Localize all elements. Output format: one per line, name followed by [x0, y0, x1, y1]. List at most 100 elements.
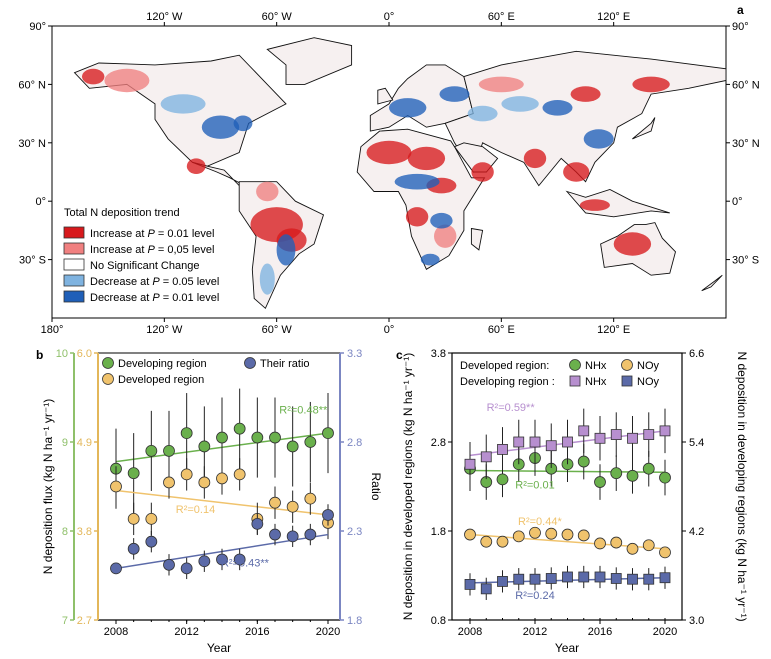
r2-label-c: R²=0.59**: [487, 402, 536, 414]
data-point-developed: [304, 492, 317, 505]
trend-patch-sig-decrease: [276, 234, 296, 266]
trend-patch-sig-increase: [366, 140, 412, 165]
data-point-c: [562, 436, 573, 448]
land-japan: [632, 117, 656, 140]
data-point-c: [610, 429, 622, 440]
trend-patch-sig-decrease: [201, 115, 240, 139]
data-point-c: [610, 467, 623, 480]
data-point-c: [480, 535, 493, 548]
y-tick-label-right-c: 3.0: [689, 615, 704, 627]
map-lat-label-left: 30° S: [19, 255, 46, 267]
map-lon-label-bottom: 60° E: [488, 324, 515, 336]
map-legend: Total N deposition trend Increase at P =…: [63, 207, 219, 304]
data-point-ratio: [145, 535, 158, 548]
map-legend-title: Total N deposition trend: [64, 207, 180, 219]
data-point-c: [496, 473, 509, 486]
x-tick-label-c: 2016: [588, 626, 612, 638]
r2-label-c: R²=0.01: [515, 479, 554, 491]
data-point-ratio: [180, 562, 193, 575]
map-legend-p: P: [147, 228, 155, 240]
data-point-developed: [110, 480, 122, 493]
data-point-c: [577, 455, 590, 468]
trend-patch-decrease: [160, 94, 206, 114]
map-legend-label-text: Increase at: [90, 228, 147, 240]
data-point-c: [529, 436, 541, 448]
trend-patch-sig-increase: [407, 146, 446, 171]
data-point-developing: [198, 440, 211, 453]
panel-label-b: b: [36, 348, 43, 362]
data-point-ratio: [322, 509, 334, 521]
panel-b: b 7 8 9 10 2.7 3.8 4.9 6.0 1.8 2.3 2.8 3.3 2008 2012 2…: [36, 348, 383, 655]
map-lon-label-top: 60° W: [262, 11, 293, 23]
map-legend-label-text: Decrease at: [90, 292, 152, 304]
land-uk: [377, 87, 394, 105]
data-point-developing: [216, 431, 228, 444]
series-c-1: [464, 526, 671, 559]
legend-row-label: Developed region:: [460, 360, 549, 372]
map-legend-swatch: [63, 226, 85, 239]
data-point-c: [594, 537, 606, 550]
y-tick-label-developing: 10: [56, 348, 68, 360]
data-point-developed: [269, 496, 281, 509]
y-tick-label-developing: 7: [62, 615, 68, 627]
data-point-ratio: [251, 517, 264, 530]
data-point-ratio: [110, 562, 122, 575]
data-point-c: [577, 529, 590, 542]
map-lat-label-right: 90°: [732, 21, 749, 33]
data-point-ratio: [216, 553, 228, 566]
trend-patch-sig-decrease: [583, 129, 614, 149]
map-lat-label-left: 0°: [35, 196, 46, 208]
data-point-developed: [127, 512, 140, 525]
data-point-c: [578, 425, 590, 437]
trend-patch-increase: [434, 224, 457, 248]
y-tick-label-developing: 9: [62, 437, 68, 449]
data-point-c: [659, 572, 671, 584]
y-tick-label-developed: 3.8: [77, 526, 92, 538]
data-point-developing: [251, 431, 264, 444]
series-c-2: [464, 408, 671, 487]
map-lat-label-left: 90°: [29, 21, 46, 33]
y-tick-label-ratio: 2.3: [347, 526, 362, 538]
data-point-developing: [304, 436, 317, 448]
data-point-c: [512, 530, 525, 543]
data-point-ratio: [233, 553, 246, 566]
data-point-ratio: [286, 530, 299, 543]
y-tick-label-ratio: 1.8: [347, 615, 362, 627]
y-tick-label-developed: 2.7: [77, 615, 92, 627]
data-point-c: [545, 527, 558, 540]
series-b-developed: [110, 458, 334, 540]
trend-patch-increase: [478, 76, 524, 93]
data-point-ratio: [127, 542, 140, 555]
x-axis-title-c: Year: [555, 641, 579, 655]
panel-label-a: a: [737, 3, 744, 17]
data-point-c: [643, 573, 655, 585]
map-legend-label: Increase at P = 0,05 level: [90, 244, 214, 256]
trend-patch-sig-decrease: [439, 86, 470, 102]
map-legend-label: Decrease at P = 0.01 level: [90, 292, 219, 304]
legend-marker: [621, 375, 633, 387]
data-point-c: [513, 573, 525, 585]
map-legend-label-level: = 0.05 level: [160, 276, 220, 288]
trend-patch-sig-decrease: [389, 98, 427, 118]
data-point-c: [464, 528, 476, 541]
y-tick-label-developing: 8: [62, 526, 68, 538]
data-point-c: [659, 546, 671, 559]
legend-label: Their ratio: [260, 358, 310, 370]
trend-patch-sig-increase: [632, 76, 670, 93]
legend-b: Developing region Their ratio Developed re…: [102, 357, 310, 386]
map-legend-label: Decrease at P = 0.05 level: [90, 276, 219, 288]
legend-marker: [621, 359, 633, 371]
data-point-c: [642, 462, 655, 475]
map-legend-label-text: Increase at: [90, 244, 147, 256]
trend-patch-sig-increase: [570, 86, 601, 102]
y-tick-label-left-c: 2.8: [431, 437, 446, 449]
trend-patch-decrease: [467, 105, 498, 122]
trend-patch-sig-increase: [186, 158, 206, 174]
trend-patch-increase: [256, 181, 279, 202]
data-point-developing: [286, 440, 299, 453]
y-tick-label-left-c: 3.8: [431, 348, 446, 360]
data-point-c: [529, 573, 541, 585]
map-lon-label-top: 0°: [384, 11, 395, 23]
data-point-c: [626, 542, 639, 555]
data-point-c: [545, 440, 557, 452]
